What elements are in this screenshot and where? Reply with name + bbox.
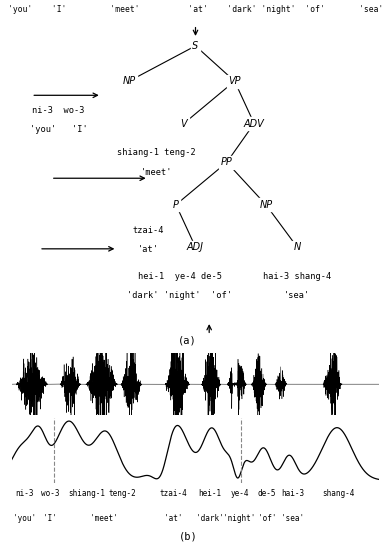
Text: ye-4: ye-4 [230, 489, 249, 497]
Text: 'meet': 'meet' [90, 514, 118, 522]
Text: 'you': 'you' [13, 514, 36, 522]
Text: hai-3 shang-4: hai-3 shang-4 [263, 272, 331, 281]
Text: NP: NP [122, 76, 136, 86]
Text: 'at': 'at' [138, 245, 159, 254]
Text: 'sea': 'sea' [282, 514, 305, 522]
Text: S: S [192, 41, 199, 51]
Text: teng-2: teng-2 [108, 489, 136, 497]
Text: ADV: ADV [244, 118, 265, 129]
Text: 'you'   'I': 'you' 'I' [30, 125, 88, 134]
Text: 'you'    'I'         'meet'          'at'    'dark' 'night'  'of'       'sea': 'you' 'I' 'meet' 'at' 'dark' 'night' 'of… [8, 5, 383, 14]
Text: (a): (a) [178, 336, 197, 346]
Text: N: N [294, 242, 301, 252]
Text: NP: NP [259, 200, 273, 210]
Text: P: P [173, 200, 179, 210]
Text: ADJ: ADJ [187, 242, 204, 252]
Text: 'meet': 'meet' [141, 168, 172, 176]
Text: 'night': 'night' [223, 514, 256, 522]
Text: 'dark': 'dark' [196, 514, 224, 522]
Text: ni-3: ni-3 [15, 489, 34, 497]
Text: hei-1: hei-1 [199, 489, 222, 497]
Text: (b): (b) [179, 532, 197, 542]
Text: hai-3: hai-3 [282, 489, 305, 497]
Text: PP: PP [221, 157, 233, 167]
Text: shiang-1: shiang-1 [68, 489, 106, 497]
Text: ni-3  wo-3: ni-3 wo-3 [32, 106, 85, 115]
Text: shang-4: shang-4 [323, 489, 355, 497]
Text: tzai-4: tzai-4 [133, 226, 164, 235]
Text: 'of': 'of' [258, 514, 276, 522]
Text: de-5: de-5 [258, 489, 276, 497]
Text: wo-3: wo-3 [41, 489, 59, 497]
Text: 'I': 'I' [43, 514, 57, 522]
Text: 'at': 'at' [164, 514, 183, 522]
Text: hei-1  ye-4 de-5: hei-1 ye-4 de-5 [138, 272, 222, 281]
Text: VP: VP [228, 76, 241, 86]
Text: V: V [181, 118, 187, 129]
Text: 'dark' 'night'  'of': 'dark' 'night' 'of' [127, 291, 232, 300]
Text: tzai-4: tzai-4 [160, 489, 187, 497]
Text: shiang-1 teng-2: shiang-1 teng-2 [117, 148, 196, 157]
Text: 'sea': 'sea' [284, 291, 310, 300]
